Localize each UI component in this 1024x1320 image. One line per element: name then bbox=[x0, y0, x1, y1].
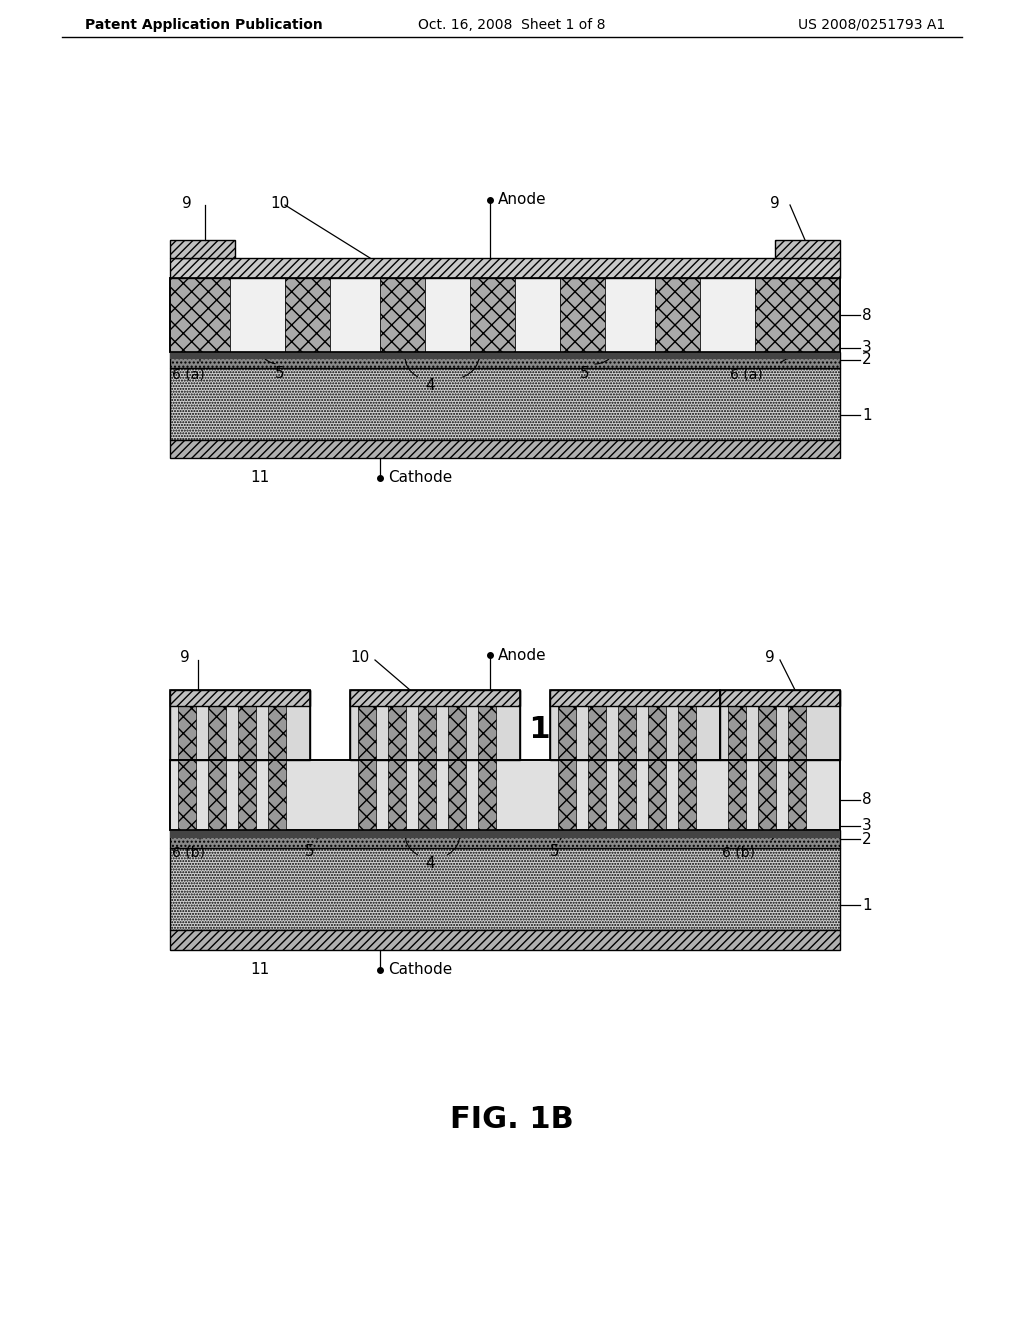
Bar bbox=[550, 690, 720, 760]
Text: 3: 3 bbox=[862, 341, 871, 355]
Bar bbox=[170, 352, 840, 359]
Bar bbox=[178, 706, 196, 830]
Text: 4: 4 bbox=[425, 857, 435, 871]
Text: FIG. 1B: FIG. 1B bbox=[451, 1106, 573, 1134]
Text: 9: 9 bbox=[770, 195, 779, 210]
Bar bbox=[425, 279, 470, 352]
Bar bbox=[618, 706, 636, 830]
Bar bbox=[560, 279, 605, 352]
Text: Anode: Anode bbox=[498, 648, 547, 663]
Bar bbox=[170, 760, 840, 830]
Text: 9: 9 bbox=[765, 651, 775, 665]
Bar bbox=[170, 279, 230, 352]
Bar bbox=[268, 706, 286, 830]
Text: 9: 9 bbox=[182, 195, 191, 210]
Bar bbox=[380, 279, 425, 352]
Bar bbox=[330, 279, 380, 352]
Bar bbox=[758, 706, 776, 830]
Text: Anode: Anode bbox=[498, 193, 547, 207]
Bar bbox=[728, 706, 746, 830]
Bar bbox=[350, 690, 520, 760]
Text: 6 (b): 6 (b) bbox=[722, 845, 755, 859]
Text: 5: 5 bbox=[580, 367, 590, 381]
Bar bbox=[170, 352, 840, 368]
Bar bbox=[230, 279, 285, 352]
Text: 5: 5 bbox=[275, 367, 285, 381]
Bar bbox=[648, 706, 666, 830]
Bar bbox=[588, 706, 606, 830]
Text: 8: 8 bbox=[862, 308, 871, 322]
Bar bbox=[550, 690, 720, 760]
Bar bbox=[478, 706, 496, 830]
Bar bbox=[170, 279, 840, 352]
Bar bbox=[208, 706, 226, 830]
Text: 1: 1 bbox=[862, 898, 871, 912]
Bar bbox=[170, 279, 840, 352]
Bar bbox=[449, 706, 466, 830]
Bar bbox=[170, 847, 840, 931]
Bar bbox=[720, 690, 840, 760]
Bar bbox=[170, 830, 840, 838]
Bar bbox=[170, 257, 840, 279]
Bar bbox=[788, 706, 806, 830]
Bar bbox=[170, 931, 840, 950]
Bar bbox=[720, 690, 840, 706]
Text: 3: 3 bbox=[862, 818, 871, 833]
Bar bbox=[170, 830, 840, 847]
Bar bbox=[755, 279, 840, 352]
Bar bbox=[238, 706, 256, 830]
Text: 11: 11 bbox=[250, 470, 269, 486]
Bar bbox=[515, 279, 560, 352]
Text: 5: 5 bbox=[550, 845, 560, 859]
Text: 10: 10 bbox=[350, 651, 370, 665]
Text: 2: 2 bbox=[862, 832, 871, 846]
Bar bbox=[678, 706, 696, 830]
Text: 6 (a): 6 (a) bbox=[172, 367, 205, 381]
Bar bbox=[350, 690, 520, 706]
Text: 4: 4 bbox=[425, 379, 435, 393]
Bar bbox=[558, 706, 575, 830]
Text: 5: 5 bbox=[305, 845, 314, 859]
Text: 6 (b): 6 (b) bbox=[172, 845, 205, 859]
Text: 11: 11 bbox=[250, 962, 269, 978]
Text: 2: 2 bbox=[862, 352, 871, 367]
Bar bbox=[285, 279, 330, 352]
Text: 8: 8 bbox=[862, 792, 871, 808]
Bar bbox=[170, 690, 310, 760]
Bar bbox=[170, 760, 840, 830]
Text: 1: 1 bbox=[862, 408, 871, 422]
Bar bbox=[418, 706, 436, 830]
Text: US 2008/0251793 A1: US 2008/0251793 A1 bbox=[798, 18, 945, 32]
Bar bbox=[170, 690, 310, 760]
Text: 6 (a): 6 (a) bbox=[730, 367, 763, 381]
Bar bbox=[170, 690, 310, 706]
Text: Oct. 16, 2008  Sheet 1 of 8: Oct. 16, 2008 Sheet 1 of 8 bbox=[418, 18, 606, 32]
Text: 10: 10 bbox=[270, 195, 289, 210]
Text: Patent Application Publication: Patent Application Publication bbox=[85, 18, 323, 32]
Bar bbox=[350, 690, 520, 760]
Bar bbox=[170, 368, 840, 440]
Bar bbox=[358, 706, 376, 830]
Text: FIG. 1A: FIG. 1A bbox=[450, 715, 574, 744]
Bar bbox=[170, 440, 840, 458]
Bar bbox=[700, 279, 755, 352]
Bar bbox=[170, 240, 234, 257]
Text: Cathode: Cathode bbox=[388, 470, 453, 486]
Bar bbox=[775, 240, 840, 257]
Bar bbox=[720, 690, 840, 760]
Text: 9: 9 bbox=[180, 651, 189, 665]
Bar bbox=[655, 279, 700, 352]
Bar bbox=[605, 279, 655, 352]
Bar bbox=[388, 706, 406, 830]
Bar bbox=[550, 690, 720, 706]
Text: Cathode: Cathode bbox=[388, 962, 453, 978]
Bar bbox=[470, 279, 515, 352]
